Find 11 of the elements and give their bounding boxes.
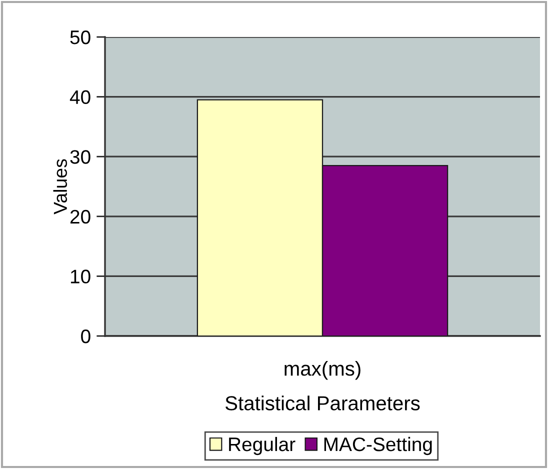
- y-tick-label: 20: [70, 210, 90, 224]
- x-axis-title: Statistical Parameters: [225, 396, 420, 410]
- y-tick-label: 40: [70, 90, 90, 104]
- y-tick-label: 30: [70, 150, 90, 164]
- legend-label: Regular: [229, 436, 296, 456]
- y-tick-label: 50: [70, 30, 90, 44]
- x-tick-label: max(ms): [284, 361, 360, 380]
- y-tick-label: 0: [81, 329, 90, 344]
- legend-label: MAC-Setting: [324, 436, 432, 456]
- y-axis-title: Values: [53, 159, 68, 214]
- y-tick-label: 10: [70, 270, 90, 284]
